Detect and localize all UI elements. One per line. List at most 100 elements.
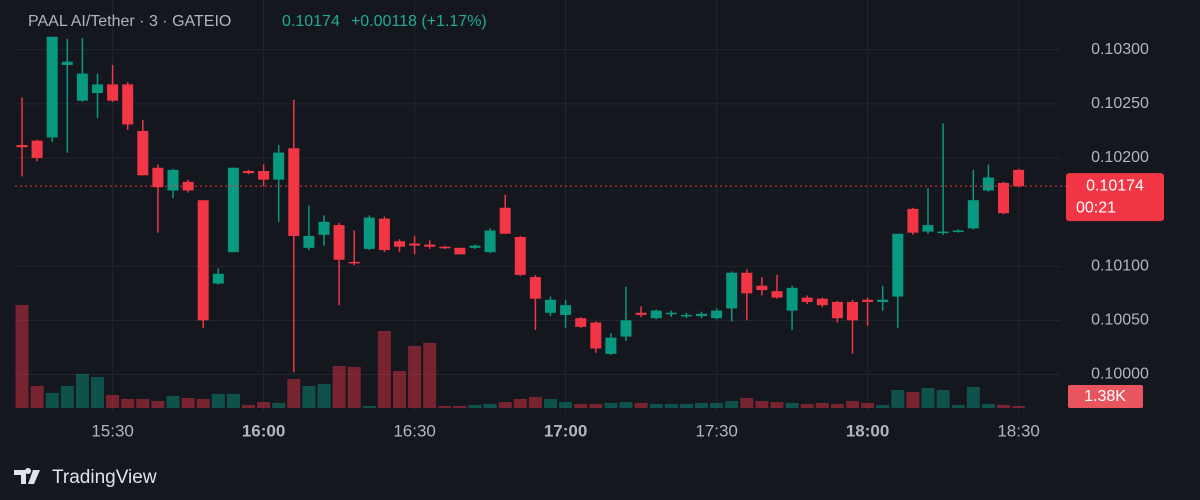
volume-bar: [846, 401, 859, 408]
candle-body: [273, 152, 285, 180]
volume-bar: [287, 378, 301, 408]
x-tick-label: 16:30: [393, 421, 436, 440]
candle-body: [258, 170, 270, 180]
volume-bar: [725, 401, 739, 408]
volume-bar: [800, 403, 814, 408]
price-tag-value: 0.10174: [1086, 177, 1144, 194]
candle-body: [348, 261, 360, 264]
volume-bar: [528, 396, 542, 408]
candle-body: [847, 301, 858, 321]
candle-body: [31, 140, 43, 159]
volume-bar: [226, 393, 240, 408]
candle-body: [16, 145, 28, 148]
candle-body: [635, 312, 647, 315]
volume-bar: [453, 405, 467, 408]
y-tick-label: 0.10200: [1091, 149, 1149, 166]
candle-body: [998, 182, 1009, 214]
volume-bar: [181, 397, 195, 408]
volume-bar: [710, 402, 724, 408]
candle-body: [560, 305, 572, 315]
candle-body: [650, 310, 662, 319]
x-tick-label: 16:00: [242, 421, 285, 440]
candle-body: [831, 301, 843, 319]
volume-bar: [136, 399, 150, 408]
candle-body: [545, 299, 556, 313]
candle-body: [952, 230, 964, 233]
volume-bar: [951, 404, 965, 408]
candle-body: [469, 245, 481, 248]
candle-body: [1013, 169, 1025, 187]
header-change: +0.00118 (+1.17%): [351, 13, 487, 30]
volume-bar: [91, 376, 104, 408]
volume-bar: [679, 403, 693, 408]
candle-body: [711, 310, 723, 319]
price-tag: [1066, 173, 1164, 222]
volume-bar: [423, 342, 437, 408]
volume-bar: [393, 371, 406, 408]
candle-layer: [15, 36, 1066, 373]
y-tick-label: 0.10100: [1091, 257, 1149, 274]
volume-bar: [619, 402, 633, 408]
x-tick-label: 18:00: [846, 421, 889, 440]
candle-body: [605, 337, 617, 354]
countdown: 00:21: [1076, 199, 1116, 216]
candle-body: [620, 320, 632, 337]
candle-body: [862, 299, 874, 302]
volume-bar: [906, 392, 920, 408]
y-tick-label: 0.10000: [1091, 366, 1149, 383]
candle-body: [499, 207, 511, 234]
volume-tag: [1068, 385, 1143, 408]
volume-bar: [634, 402, 648, 408]
y-tick-label: 0.10250: [1091, 95, 1149, 112]
volume-bar: [347, 366, 361, 408]
candle-body: [982, 177, 994, 191]
volume-bar: [377, 330, 391, 408]
volume-bar: [211, 393, 225, 408]
candle-body: [680, 314, 692, 317]
y-tick-label: 0.10300: [1091, 41, 1149, 58]
volume-bar: [45, 392, 59, 408]
candle-body: [937, 231, 949, 234]
candle-body: [92, 84, 103, 94]
candle-body: [167, 169, 179, 191]
candle-body: [484, 230, 496, 253]
volume-bar: [921, 387, 935, 408]
volume-bar: [408, 345, 422, 408]
candle-body: [243, 170, 254, 174]
volume-bar: [559, 402, 573, 408]
candle-body: [288, 148, 300, 236]
candle-body: [409, 243, 421, 246]
volume-bar: [876, 404, 890, 408]
candle-body: [696, 313, 707, 317]
logo-icon: [14, 468, 40, 484]
x-tick-label: 15:30: [91, 421, 134, 440]
volume-bar: [513, 399, 527, 408]
symbol[interactable]: PAAL AI/Tether · 3 · GATEIO: [28, 13, 231, 30]
volume-bar: [544, 399, 557, 408]
volume-bar: [468, 404, 482, 408]
volume-label: 1.38K: [1084, 388, 1126, 405]
volume-bar: [740, 397, 754, 408]
candle-body: [152, 167, 164, 188]
logo[interactable]: TradingView: [14, 467, 157, 488]
volume-bar: [362, 405, 376, 408]
candle-body: [816, 298, 828, 306]
volume-bar: [604, 402, 618, 408]
volume-bar: [257, 402, 271, 408]
volume-bar: [861, 402, 875, 408]
candle-body: [575, 318, 587, 327]
volume-bar: [649, 403, 663, 408]
volume-layer: [15, 305, 1026, 408]
label-layer: 0.10000 0.10050 0.10100 0.10200 0.10250 0.103…: [91, 0, 1164, 440]
y-tick-label: 0.10050: [1091, 312, 1149, 329]
volume-bar: [664, 403, 678, 408]
candle-body: [529, 277, 541, 299]
volume-bar: [891, 390, 905, 408]
x-tick-label: 18:30: [997, 421, 1040, 440]
volume-bar: [483, 403, 497, 408]
candle-body: [967, 200, 979, 229]
grid: [15, 0, 1060, 412]
volume-bar: [75, 373, 89, 408]
candle-body: [726, 272, 738, 309]
